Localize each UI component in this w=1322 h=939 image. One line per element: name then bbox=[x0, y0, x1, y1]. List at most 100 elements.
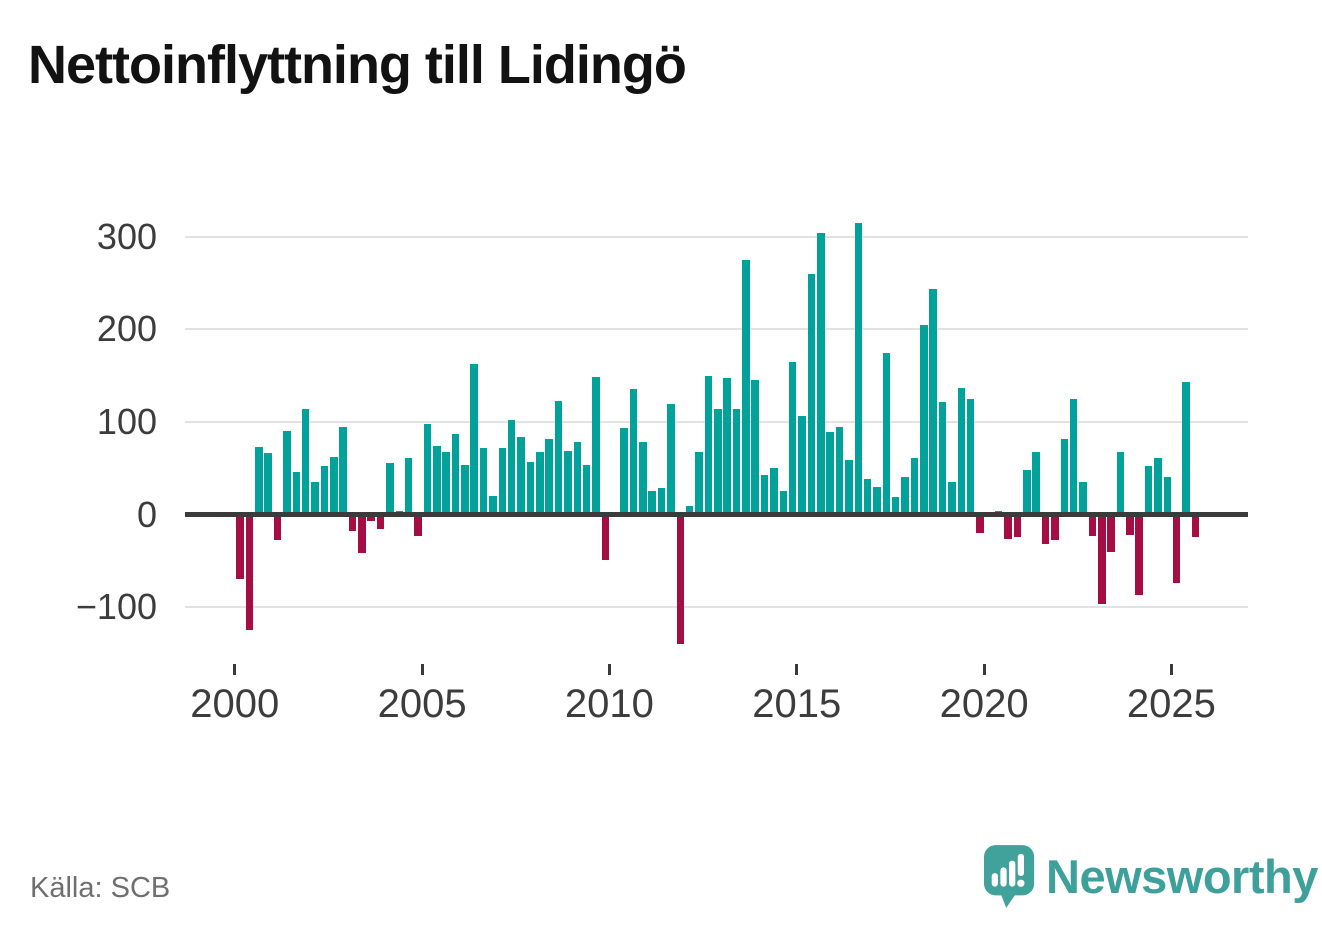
bar bbox=[517, 436, 525, 515]
bar bbox=[451, 433, 460, 515]
bar bbox=[564, 450, 572, 515]
bar bbox=[592, 376, 600, 515]
bar bbox=[601, 514, 610, 560]
bar bbox=[1023, 470, 1031, 515]
bar bbox=[1163, 477, 1171, 515]
bar bbox=[882, 353, 891, 515]
bar bbox=[461, 464, 469, 515]
y-axis-label-0: 0 bbox=[136, 493, 157, 535]
y-axis-label-100: 100 bbox=[96, 400, 157, 442]
bar bbox=[657, 487, 666, 515]
bar bbox=[386, 462, 394, 515]
bar bbox=[1098, 514, 1106, 605]
bar bbox=[1032, 452, 1040, 515]
bar bbox=[320, 466, 329, 515]
x-axis-label-2015: 2015 bbox=[752, 682, 842, 726]
gridline-y-300 bbox=[185, 235, 1248, 238]
bar bbox=[620, 428, 628, 515]
bar bbox=[685, 506, 694, 515]
x-axis-tick-2020 bbox=[982, 664, 986, 675]
bar bbox=[742, 259, 750, 515]
bar bbox=[489, 496, 497, 515]
bar bbox=[1154, 458, 1162, 515]
bar bbox=[854, 222, 862, 515]
bar bbox=[629, 389, 638, 515]
bar bbox=[1107, 514, 1115, 552]
bar bbox=[1182, 382, 1190, 515]
bar bbox=[723, 378, 731, 515]
bar bbox=[1060, 438, 1068, 515]
source-note: Källa: SCB bbox=[30, 872, 171, 904]
bar bbox=[1051, 514, 1059, 541]
x-axis-label-2020: 2020 bbox=[939, 682, 1029, 726]
bar bbox=[1088, 514, 1097, 536]
x-axis-label-2010: 2010 bbox=[564, 682, 654, 726]
newsworthy-logo: Newsworthy bbox=[984, 845, 1318, 909]
bar bbox=[283, 431, 291, 515]
newsworthy-logo-text: Newsworthy bbox=[1046, 850, 1318, 903]
bar bbox=[760, 474, 769, 515]
bar bbox=[1004, 514, 1012, 539]
x-axis-label-2005: 2005 bbox=[377, 682, 467, 726]
bar bbox=[367, 514, 375, 521]
bar bbox=[554, 400, 563, 515]
bar bbox=[704, 375, 713, 515]
bar bbox=[311, 482, 319, 515]
bar bbox=[770, 468, 778, 515]
page-title: Nettoinflyttning till Lidingö bbox=[28, 35, 687, 95]
bar bbox=[1172, 514, 1181, 584]
bar bbox=[404, 458, 413, 515]
bar bbox=[788, 361, 797, 515]
bar bbox=[423, 423, 432, 515]
bar bbox=[648, 491, 656, 515]
bar bbox=[779, 491, 787, 515]
bar bbox=[498, 447, 506, 515]
bar bbox=[920, 324, 928, 515]
bar bbox=[573, 442, 581, 515]
bar bbox=[1135, 514, 1143, 596]
bar bbox=[639, 442, 647, 515]
bar bbox=[330, 457, 338, 515]
bar bbox=[957, 387, 965, 515]
bar bbox=[1126, 514, 1134, 535]
bar bbox=[817, 232, 825, 515]
bar bbox=[966, 398, 975, 515]
bar bbox=[507, 420, 516, 515]
bar bbox=[714, 408, 722, 515]
bar bbox=[807, 273, 816, 515]
newsworthy-speech-bubble-chart-icon bbox=[984, 845, 1035, 908]
bar bbox=[1069, 398, 1078, 515]
bar bbox=[582, 465, 591, 515]
bar bbox=[301, 408, 310, 515]
y-axis-label-300: 300 bbox=[96, 215, 157, 257]
x-axis-tick-2015 bbox=[795, 664, 799, 675]
bar bbox=[826, 432, 834, 515]
bar bbox=[339, 426, 347, 515]
bar bbox=[976, 514, 984, 533]
bar bbox=[1041, 514, 1050, 545]
bar bbox=[929, 289, 937, 515]
bar bbox=[676, 514, 684, 645]
bar bbox=[695, 452, 703, 515]
bar bbox=[479, 447, 488, 515]
x-axis-label-2000: 2000 bbox=[190, 682, 280, 726]
bar bbox=[1191, 514, 1200, 537]
bar bbox=[264, 453, 272, 515]
bar bbox=[470, 364, 478, 515]
gridline-y--100 bbox=[185, 606, 1248, 609]
bar bbox=[376, 514, 385, 530]
bar bbox=[245, 514, 254, 631]
x-axis-tick-2025 bbox=[1169, 664, 1173, 675]
bar bbox=[1144, 466, 1153, 515]
bar bbox=[873, 486, 881, 515]
bar bbox=[255, 446, 263, 515]
x-axis-label-2025: 2025 bbox=[1126, 682, 1216, 726]
bar bbox=[236, 514, 244, 580]
y-axis-label-200: 200 bbox=[96, 308, 157, 350]
bar bbox=[526, 461, 535, 515]
bar bbox=[1116, 451, 1125, 515]
x-axis-tick-2005 bbox=[420, 664, 424, 675]
bar bbox=[358, 514, 366, 554]
